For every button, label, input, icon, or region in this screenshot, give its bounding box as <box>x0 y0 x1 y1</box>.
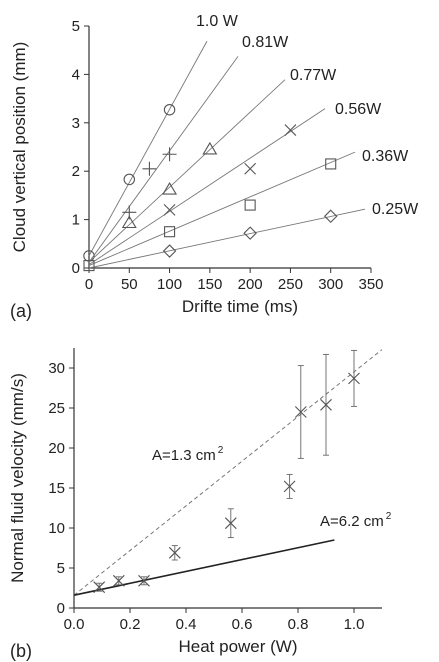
data-point <box>93 581 106 594</box>
y-tick-label: 0 <box>72 260 80 277</box>
fit-line <box>88 79 286 263</box>
line-annotation: A=1.3 cm <box>152 447 216 464</box>
x-tick-label: 0.0 <box>64 616 85 633</box>
x-tick-label: 0.6 <box>232 616 253 633</box>
circle-marker <box>163 103 176 116</box>
x-marker <box>93 581 106 594</box>
y-tick-label: 4 <box>72 66 80 83</box>
x-tick-label: 200 <box>238 276 263 293</box>
x-tick-label: 300 <box>318 276 343 293</box>
y-tick-label: 1 <box>72 212 80 229</box>
data-point <box>348 349 360 407</box>
panel-label-b: (b) <box>10 641 32 661</box>
y-tick-label: 10 <box>48 520 65 537</box>
y-tick-label: 0 <box>57 600 65 617</box>
data-point <box>112 574 125 587</box>
diamond-marker <box>243 226 257 240</box>
x-axis-title: Heat power (W) <box>178 637 297 656</box>
line-annotation-sup: 2 <box>386 511 392 522</box>
y-tick-label: 15 <box>48 480 65 497</box>
x-tick-label: 250 <box>278 276 303 293</box>
y-axis-title: Normal fluid velocity (mm/s) <box>8 373 27 583</box>
y-axis-title: Cloud vertical position (mm) <box>10 42 29 253</box>
series-label: 0.81W <box>242 34 289 51</box>
series-label: 1.0 W <box>196 13 239 30</box>
x-tick-label: 50 <box>121 276 138 293</box>
x-tick-label: 0 <box>85 276 93 293</box>
plus-marker <box>142 161 157 176</box>
triangle-marker <box>202 141 218 155</box>
data-point <box>283 473 296 499</box>
panel-b-chart: 0.0 0.2 0.4 0.6 0.8 1.0 0 5 10 15 20 25 30 Heat power… <box>8 348 392 661</box>
circle-marker <box>123 173 136 186</box>
solid-line <box>73 539 335 596</box>
data-point <box>320 353 332 456</box>
data-point <box>168 545 181 561</box>
series-0: 1.0 W <box>83 13 239 262</box>
y-tick-label: 20 <box>48 440 65 457</box>
x-tick-label: 150 <box>197 276 222 293</box>
x-marker <box>284 124 297 136</box>
line-annotation: A=6.2 cm <box>320 513 384 530</box>
square-marker <box>83 260 95 272</box>
y-tick-label: 3 <box>72 115 80 132</box>
fit-line <box>88 56 239 263</box>
y-tick-label: 30 <box>48 360 65 377</box>
x-marker <box>163 204 176 216</box>
x-marker <box>224 517 237 530</box>
diamond-marker <box>323 209 338 223</box>
x-tick-label: 0.4 <box>176 616 197 633</box>
x-marker <box>168 546 181 559</box>
fit-line <box>88 208 366 269</box>
diamond-marker <box>162 244 177 258</box>
series-2: 0.77W <box>88 67 337 263</box>
series-1: 0.81W <box>88 34 289 263</box>
y-tick-label: 2 <box>72 163 80 180</box>
x-marker <box>348 372 360 385</box>
x-marker <box>244 162 257 175</box>
series-5: 0.25W <box>88 201 419 269</box>
data-point <box>224 508 237 539</box>
data-point <box>138 574 150 587</box>
square-marker <box>325 158 337 170</box>
plus-marker <box>162 147 177 162</box>
series-label: 0.56W <box>335 101 382 118</box>
fit-line <box>88 151 356 266</box>
square-marker <box>164 226 176 238</box>
series-3: 0.56W <box>88 101 382 265</box>
y-tick-label: 5 <box>57 560 65 577</box>
series-4: 0.36W <box>83 148 409 272</box>
x-tick-label: 100 <box>157 276 182 293</box>
fit-line <box>88 108 326 265</box>
model-line-1: A=6.2 cm 2 <box>73 511 392 596</box>
y-tick-label: 5 <box>72 18 80 35</box>
x-tick-label: 1.0 <box>344 616 365 633</box>
square-marker <box>244 199 256 211</box>
dashed-line <box>73 349 383 596</box>
x-marker <box>283 480 296 493</box>
triangle-marker <box>162 182 178 195</box>
panel-label-a: (a) <box>10 301 32 321</box>
x-marker <box>320 398 332 411</box>
model-line-0: A=1.3 cm 2 <box>73 349 383 596</box>
x-axis-title: Drifte time (ms) <box>182 297 298 316</box>
panel-a-chart: 0 50 100 150 200 250 300 350 0 1 2 3 4 5 Drifte time (… <box>10 13 419 321</box>
series-label: 0.77W <box>290 67 337 84</box>
line-annotation-sup: 2 <box>218 445 224 456</box>
x-marker <box>112 574 125 587</box>
series-label: 0.25W <box>372 201 419 218</box>
x-marker <box>138 574 150 587</box>
x-tick-label: 0.2 <box>120 616 141 633</box>
series-label: 0.36W <box>362 148 409 165</box>
x-tick-label: 0.8 <box>288 616 309 633</box>
y-tick-label: 25 <box>48 400 65 417</box>
x-tick-label: 350 <box>358 276 383 293</box>
data-point <box>294 365 307 459</box>
fit-line <box>88 40 208 257</box>
triangle-marker <box>121 215 137 229</box>
x-marker <box>294 406 307 418</box>
